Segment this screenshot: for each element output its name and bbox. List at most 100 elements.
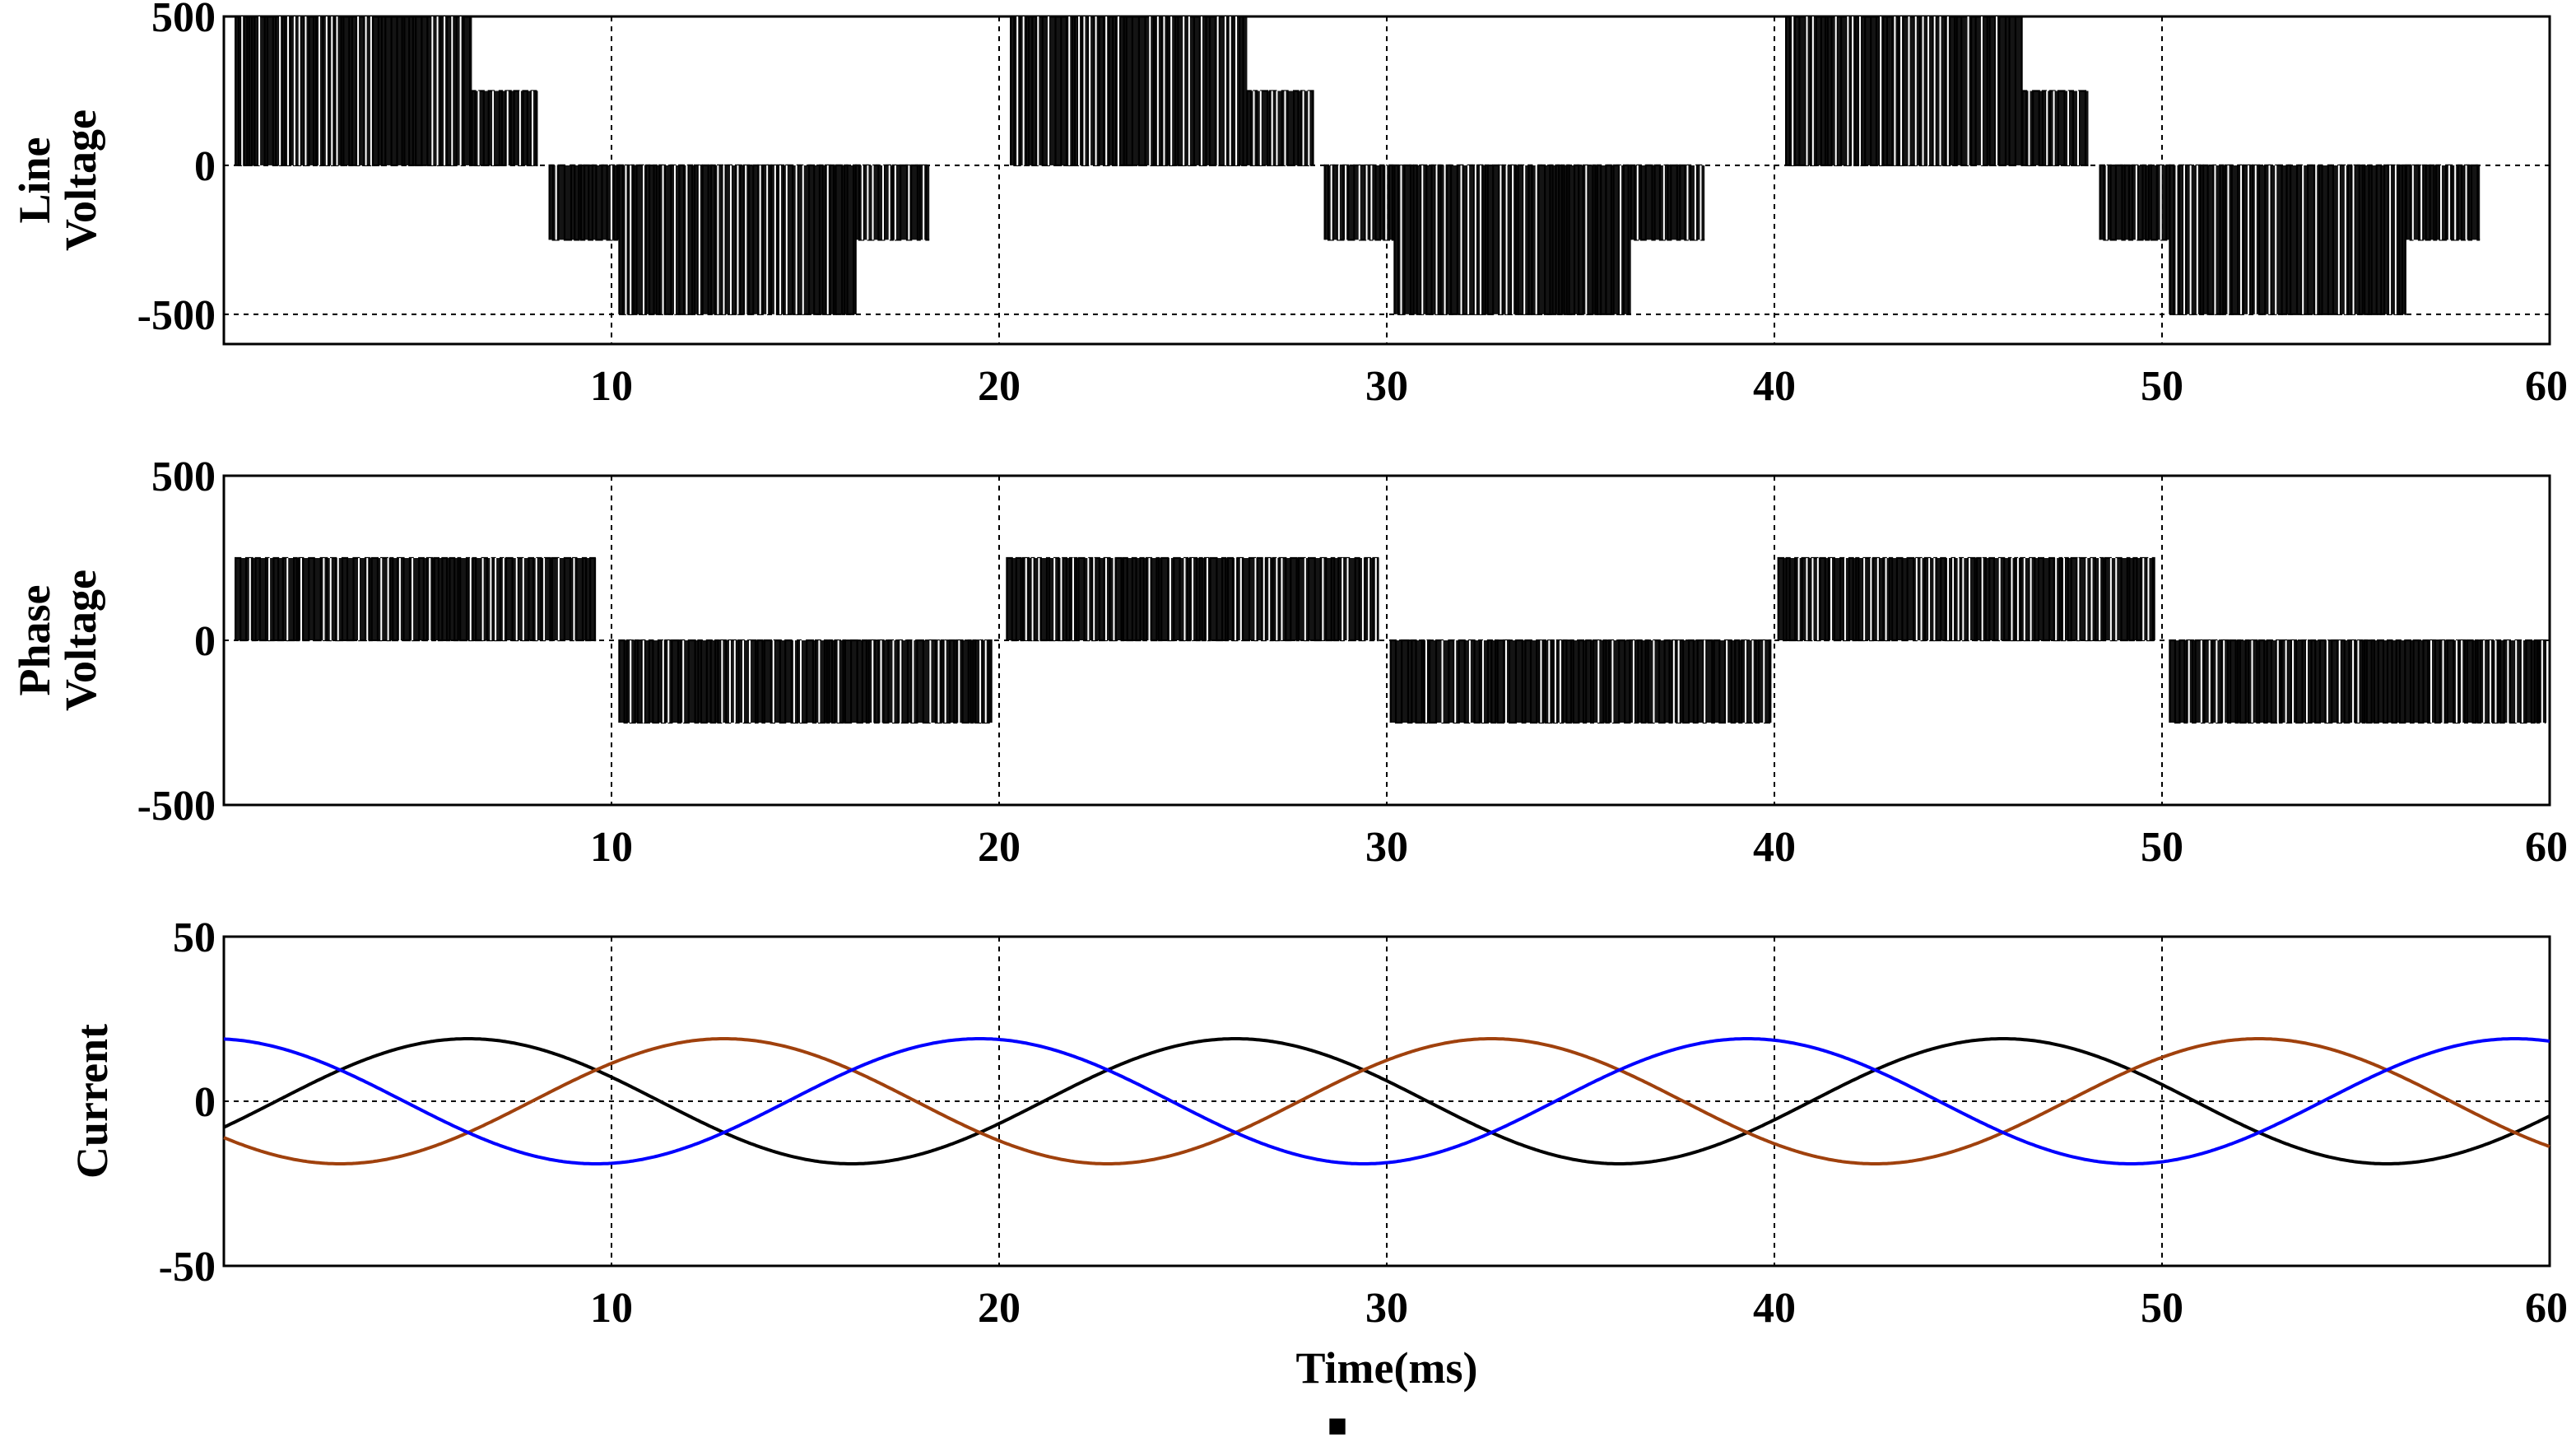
pwm-gap <box>785 165 788 314</box>
pwm-gap <box>882 165 885 240</box>
pwm-gap <box>979 640 982 723</box>
pwm-pulse-train <box>235 556 597 642</box>
pwm-gap <box>1585 165 1588 314</box>
pwm-gap <box>2160 165 2162 240</box>
pwm-gap <box>1792 16 1794 165</box>
x-tick-label: 20 <box>978 824 1021 871</box>
pwm-gap <box>1914 16 1917 165</box>
pwm-gap <box>1284 91 1286 165</box>
pwm-gap <box>1863 558 1866 640</box>
y-axis-label: Current <box>67 1024 117 1179</box>
pwm-gap <box>1548 640 1551 723</box>
pwm-gap <box>1365 165 1368 240</box>
pwm-gap <box>1330 165 1332 240</box>
pwm-gap <box>1922 16 1924 165</box>
pwm-gap <box>1946 558 1949 640</box>
pwm-gap <box>1374 558 1377 640</box>
pwm-gap <box>481 558 484 640</box>
pwm-gap <box>1981 558 1983 640</box>
pwm-gap <box>944 640 946 723</box>
pwm-gap <box>1876 558 1879 640</box>
pwm-gap <box>795 165 797 314</box>
pwm-gap <box>2352 640 2355 723</box>
pwm-gap <box>1900 16 1903 165</box>
pwm-gap <box>1441 640 1444 723</box>
pwm-gap <box>543 558 546 640</box>
pwm-gap <box>892 640 895 723</box>
pwm-gap <box>1235 16 1238 165</box>
pwm-gap <box>279 16 281 165</box>
pwm-gap <box>337 558 339 640</box>
pwm-gap <box>728 640 731 723</box>
pwm-gap <box>1946 16 1949 165</box>
pwm-gap <box>1962 558 1965 640</box>
pwm-gap <box>2461 640 2463 723</box>
pwm-gap <box>2338 640 2341 723</box>
pwm-gap <box>2448 165 2450 240</box>
pwm-gap <box>1302 91 1304 165</box>
footer-mark: ■ <box>1328 1407 1347 1442</box>
x-tick-label: 40 <box>1753 1285 1796 1332</box>
pwm-pulse-train <box>618 164 857 315</box>
pwm-gap <box>1980 16 1983 165</box>
pwm-gap <box>1481 640 1484 723</box>
pwm-gap <box>555 165 557 240</box>
pwm-gap <box>662 640 664 723</box>
y-tick-label: 500 <box>151 0 216 41</box>
pwm-gap <box>469 558 472 640</box>
pwm-gap <box>492 91 495 165</box>
pwm-gap <box>1095 16 1097 165</box>
pwm-gap <box>630 640 632 723</box>
pwm-gap <box>241 16 244 165</box>
x-tick-label: 40 <box>1753 824 1796 871</box>
pwm-gap <box>1370 165 1373 240</box>
pwm-gap <box>268 558 271 640</box>
y-axis-label: Voltage <box>56 570 105 711</box>
pwm-gap <box>1207 558 1209 640</box>
pwm-gap <box>459 16 462 165</box>
pwm-gap <box>2077 558 2080 640</box>
pwm-gap <box>1811 558 1814 640</box>
pwm-pulse-train <box>2099 164 2171 241</box>
pwm-gap <box>2011 558 2013 640</box>
pwm-gap <box>818 640 821 723</box>
x-tick-label: 50 <box>2141 824 2183 871</box>
pwm-gap <box>1927 16 1930 165</box>
pwm-pulse-train <box>854 164 930 241</box>
pwm-gap <box>2515 640 2518 723</box>
pwm-gap <box>1763 640 1765 723</box>
pwm-gap <box>630 165 632 314</box>
pwm-gap <box>1806 558 1808 640</box>
pwm-gap <box>1444 165 1446 314</box>
pwm-gap <box>336 16 338 165</box>
pwm-gap <box>1859 16 1862 165</box>
pwm-gap <box>1087 558 1090 640</box>
x-axis-label: Time(ms) <box>1296 1343 1478 1393</box>
pwm-gap <box>1281 558 1283 640</box>
pwm-pulse-train <box>548 164 621 241</box>
y-tick-label: 0 <box>194 1079 216 1126</box>
x-tick-label: 40 <box>1753 363 1796 410</box>
x-tick-label: 30 <box>1365 363 1408 410</box>
pwm-gap <box>2251 640 2253 723</box>
pwm-gap <box>1928 558 1931 640</box>
pwm-gap <box>2189 165 2192 314</box>
pwm-gap <box>2420 165 2423 240</box>
pwm-gap <box>826 165 829 314</box>
pwm-gap <box>387 558 389 640</box>
pwm-pulse-train <box>471 90 538 166</box>
pwm-gap <box>370 16 372 165</box>
pwm-gap <box>451 16 453 165</box>
pwm-gap <box>1200 16 1202 165</box>
pwm-gap <box>2076 91 2079 165</box>
pwm-gap <box>2442 640 2444 723</box>
pwm-gap <box>557 558 560 640</box>
pwm-band <box>235 16 472 165</box>
x-tick-label: 60 <box>2525 824 2568 871</box>
pwm-gap <box>1105 16 1108 165</box>
pwm-gap <box>2028 91 2030 165</box>
pwm-gap <box>1700 165 1702 240</box>
pwm-gap <box>365 16 367 165</box>
pwm-gap <box>1512 165 1514 314</box>
